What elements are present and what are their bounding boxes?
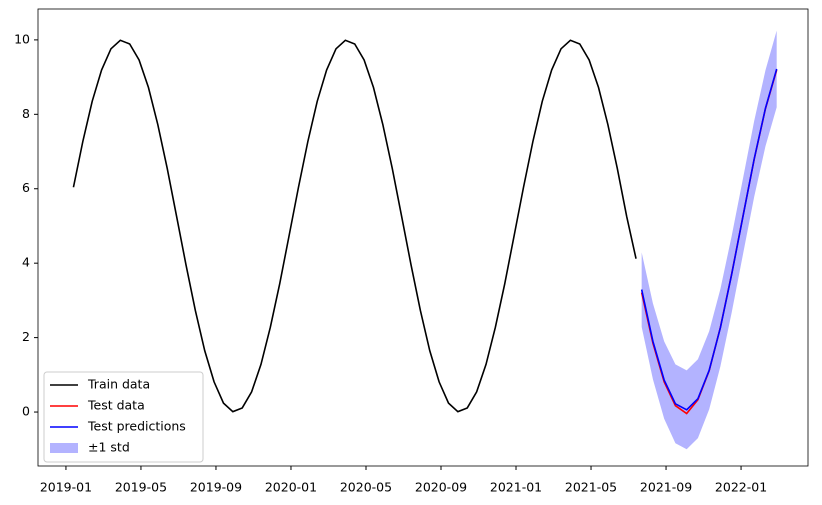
legend-label: Train data: [87, 377, 150, 392]
legend-label: Test predictions: [87, 419, 186, 434]
y-tick-label: 4: [22, 255, 30, 270]
plot-frame: [37, 8, 809, 467]
y-tick-label: 6: [22, 180, 30, 195]
x-tick-label: 2019-05: [115, 480, 167, 495]
legend: [43, 371, 204, 463]
x-tick-label: 2019-09: [190, 480, 242, 495]
y-tick-label: 0: [22, 404, 30, 419]
std-band: [641, 30, 777, 450]
x-tick-label: 2021-01: [490, 480, 542, 495]
line: [640, 68, 778, 411]
y-tick-label: 10: [14, 31, 30, 46]
x-tick-label: 2022-01: [715, 480, 767, 495]
x-tick-label: 2020-05: [340, 480, 392, 495]
x-tick-label: 2021-05: [565, 480, 617, 495]
legend-swatch: [50, 443, 78, 453]
line: [72, 39, 637, 413]
legend-label: ±1 std: [88, 440, 130, 455]
x-tick-label: 2021-09: [640, 480, 692, 495]
legend-label: Test data: [87, 398, 145, 413]
y-tick-label: 8: [22, 106, 30, 121]
x-tick-label: 2020-01: [265, 480, 317, 495]
x-tick-label: 2020-09: [415, 480, 467, 495]
y-tick-label: 2: [22, 329, 30, 344]
x-tick-label: 2019-01: [40, 480, 92, 495]
